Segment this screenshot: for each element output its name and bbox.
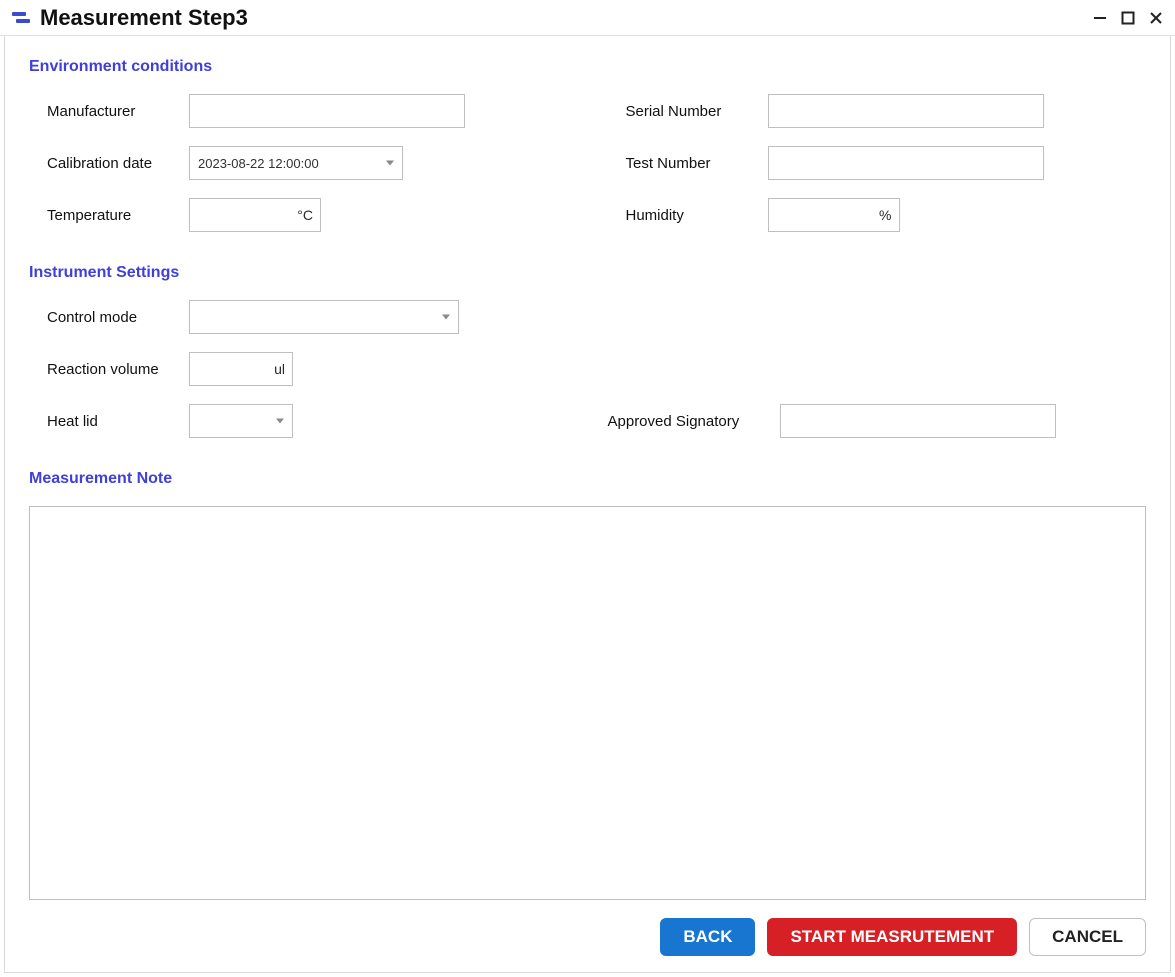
control-mode-label: Control mode (29, 309, 189, 326)
cancel-button[interactable]: CANCEL (1029, 918, 1146, 956)
window-controls (1089, 7, 1167, 29)
instrument-grid: Control mode Reaction volume ul Heat lid… (29, 300, 1146, 456)
start-measurement-button[interactable]: START MEASRUTEMENT (767, 918, 1017, 956)
content-panel: Environment conditions Manufacturer Seri… (4, 36, 1171, 973)
section-title-environment: Environment conditions (29, 58, 1146, 76)
app-icon (12, 11, 30, 25)
approved-signatory-label: Approved Signatory (608, 413, 780, 430)
approved-signatory-input[interactable] (780, 404, 1056, 438)
calibration-date-label: Calibration date (29, 155, 189, 172)
environment-grid: Manufacturer Serial Number Calibration d… (29, 94, 1146, 250)
section-title-note: Measurement Note (29, 470, 1146, 488)
temperature-input[interactable] (189, 198, 321, 232)
test-number-input[interactable] (768, 146, 1044, 180)
window-title: Measurement Step3 (40, 5, 248, 31)
chevron-down-icon (386, 161, 394, 166)
control-mode-select[interactable] (189, 300, 459, 334)
section-title-instrument: Instrument Settings (29, 264, 1146, 282)
back-button[interactable]: BACK (660, 918, 755, 956)
heat-lid-label: Heat lid (29, 413, 189, 430)
close-icon[interactable] (1145, 7, 1167, 29)
maximize-icon[interactable] (1117, 7, 1139, 29)
heat-lid-select[interactable] (189, 404, 293, 438)
serial-number-input[interactable] (768, 94, 1044, 128)
calibration-date-picker[interactable]: 2023-08-22 12:00:00 (189, 146, 403, 180)
minimize-icon[interactable] (1089, 7, 1111, 29)
manufacturer-input[interactable] (189, 94, 465, 128)
humidity-input[interactable] (768, 198, 900, 232)
manufacturer-label: Manufacturer (29, 103, 189, 120)
chevron-down-icon (442, 315, 450, 320)
reaction-volume-input[interactable] (189, 352, 293, 386)
measurement-note-textarea[interactable] (29, 506, 1146, 900)
test-number-label: Test Number (608, 155, 768, 172)
calibration-date-value: 2023-08-22 12:00:00 (198, 156, 319, 171)
title-bar: Measurement Step3 (0, 0, 1175, 36)
humidity-label: Humidity (608, 207, 768, 224)
chevron-down-icon (276, 419, 284, 424)
serial-number-label: Serial Number (608, 103, 768, 120)
reaction-volume-label: Reaction volume (29, 361, 189, 378)
temperature-label: Temperature (29, 207, 189, 224)
footer-buttons: BACK START MEASRUTEMENT CANCEL (29, 900, 1146, 956)
